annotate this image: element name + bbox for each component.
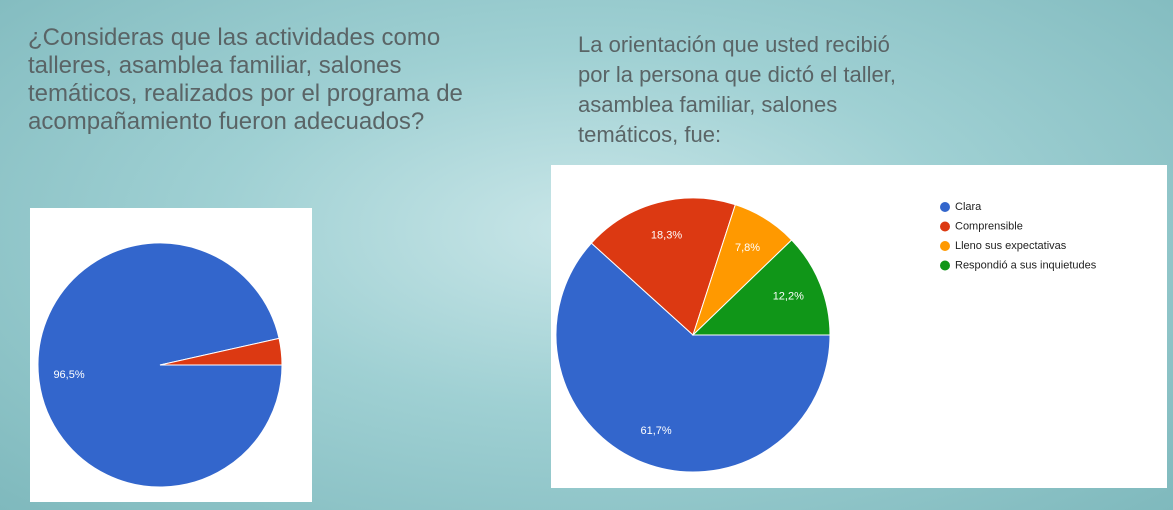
chart-title: ¿Consideras que las actividades como tal… xyxy=(28,24,463,135)
data-label: 61,7% xyxy=(640,425,671,437)
pie-slice xyxy=(159,337,283,366)
chart: 61,7% 18,3% 7,8% 12,2% Clara Comprensible Llen… xyxy=(555,197,1097,473)
legend-label: Respondió a sus inquietudes xyxy=(955,259,1097,271)
chart-panel: 96,5%SINO xyxy=(30,208,312,502)
chart-title: La orientación que usted recibió por la … xyxy=(578,32,896,147)
pie-slice xyxy=(590,197,736,336)
data-label: 12,2% xyxy=(773,290,804,302)
legend-marker xyxy=(940,260,950,271)
legend-marker xyxy=(940,202,950,212)
data-label: 18,3% xyxy=(651,230,682,242)
chart: 96,5%SINO xyxy=(37,242,283,488)
legend-label: Lleno sus expectativas xyxy=(955,240,1067,252)
legend-label: Comprensible xyxy=(955,220,1023,232)
chart-panel: 61,7% 18,3% 7,8% 12,2% Clara Comprensible Llen… xyxy=(551,165,1167,488)
data-label: 96,5% xyxy=(53,369,84,381)
pie-slice xyxy=(691,239,831,336)
data-label: 7,8% xyxy=(735,242,760,254)
legend-marker xyxy=(940,221,950,232)
pie-slice xyxy=(555,242,831,473)
legend-marker xyxy=(940,241,950,251)
legend-label: Clara xyxy=(955,201,982,213)
